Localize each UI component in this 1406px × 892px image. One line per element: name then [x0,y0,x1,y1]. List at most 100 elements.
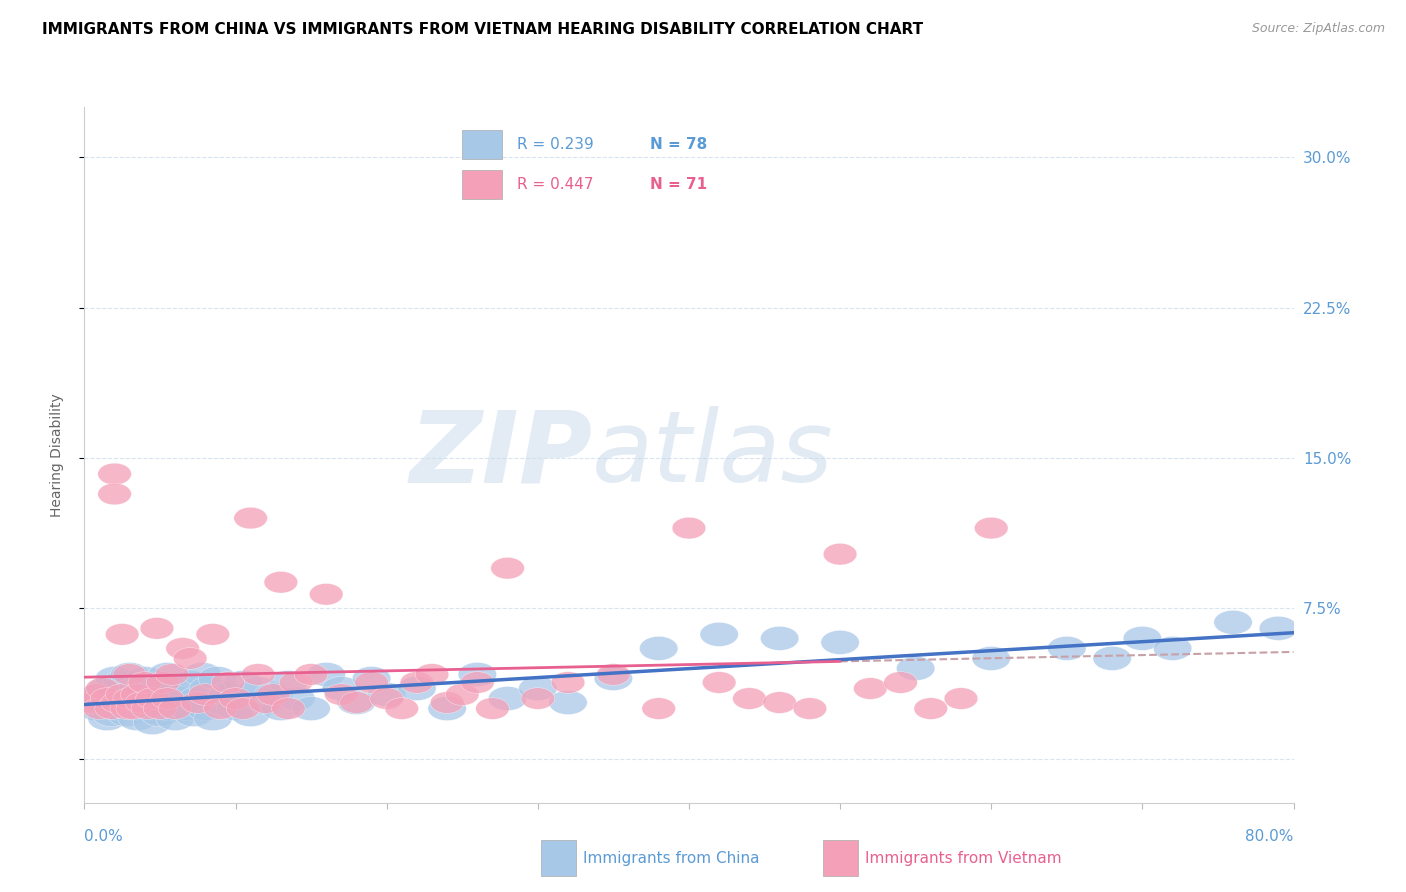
Ellipse shape [226,698,260,719]
Ellipse shape [143,698,177,719]
Ellipse shape [398,676,436,700]
Text: Source: ZipAtlas.com: Source: ZipAtlas.com [1251,22,1385,36]
Ellipse shape [103,671,142,695]
Ellipse shape [884,672,917,693]
Ellipse shape [87,676,127,700]
Ellipse shape [672,517,706,539]
Ellipse shape [945,688,977,709]
Ellipse shape [86,678,120,699]
Ellipse shape [155,664,188,685]
Ellipse shape [793,698,827,719]
Ellipse shape [128,672,162,693]
Text: ZIP: ZIP [409,407,592,503]
Ellipse shape [146,672,180,693]
Ellipse shape [135,688,169,709]
Ellipse shape [122,690,162,714]
Ellipse shape [148,697,187,721]
Ellipse shape [224,671,263,695]
Text: Immigrants from Vietnam: Immigrants from Vietnam [865,851,1062,865]
Ellipse shape [458,663,496,687]
Text: atlas: atlas [592,407,834,503]
Ellipse shape [640,636,678,660]
Ellipse shape [972,647,1011,671]
Ellipse shape [217,697,254,721]
Ellipse shape [98,483,131,505]
Ellipse shape [262,697,299,721]
Ellipse shape [94,698,128,719]
Ellipse shape [280,672,312,693]
Ellipse shape [186,697,225,721]
Ellipse shape [1260,616,1298,640]
Ellipse shape [80,684,114,706]
Ellipse shape [77,697,115,721]
Text: 0.0%: 0.0% [84,829,124,844]
Ellipse shape [87,706,127,731]
Ellipse shape [353,666,391,690]
Ellipse shape [1153,636,1192,660]
Ellipse shape [138,687,176,711]
Ellipse shape [112,688,146,709]
Ellipse shape [114,697,152,721]
Ellipse shape [548,690,588,714]
Ellipse shape [198,666,236,690]
Ellipse shape [430,692,464,714]
Ellipse shape [522,688,554,709]
Ellipse shape [153,690,191,714]
Ellipse shape [188,676,228,700]
Ellipse shape [183,663,222,687]
Ellipse shape [194,706,232,731]
Ellipse shape [974,517,1008,539]
Ellipse shape [446,684,479,706]
Ellipse shape [821,631,859,655]
Text: 80.0%: 80.0% [1246,829,1294,844]
Ellipse shape [156,706,194,731]
Text: IMMIGRANTS FROM CHINA VS IMMIGRANTS FROM VIETNAM HEARING DISABILITY CORRELATION : IMMIGRANTS FROM CHINA VS IMMIGRANTS FROM… [42,22,924,37]
Ellipse shape [269,671,308,695]
Ellipse shape [148,663,187,687]
Ellipse shape [128,697,167,721]
Ellipse shape [159,698,191,719]
Ellipse shape [307,663,346,687]
Ellipse shape [115,698,149,719]
Ellipse shape [551,672,585,693]
Ellipse shape [159,676,197,700]
Ellipse shape [488,687,527,711]
Ellipse shape [118,676,156,700]
Ellipse shape [309,583,343,605]
Ellipse shape [232,703,270,727]
Ellipse shape [211,672,245,693]
Ellipse shape [201,690,239,714]
Ellipse shape [853,678,887,699]
Ellipse shape [415,664,449,685]
Ellipse shape [125,692,159,714]
Ellipse shape [134,711,172,735]
Ellipse shape [733,688,766,709]
Ellipse shape [761,626,799,650]
Ellipse shape [141,703,179,727]
Ellipse shape [105,624,139,645]
Ellipse shape [427,697,467,721]
Ellipse shape [914,698,948,719]
Ellipse shape [643,698,675,719]
Ellipse shape [254,682,292,706]
Ellipse shape [596,664,630,685]
Ellipse shape [385,698,419,719]
Ellipse shape [322,676,360,700]
Ellipse shape [239,676,277,700]
Ellipse shape [125,682,165,706]
Ellipse shape [141,671,179,695]
Ellipse shape [461,672,494,693]
Ellipse shape [172,671,209,695]
Ellipse shape [242,664,276,685]
Ellipse shape [897,657,935,681]
Ellipse shape [131,698,165,719]
Ellipse shape [340,692,373,714]
Ellipse shape [167,697,207,721]
Ellipse shape [401,672,433,693]
Ellipse shape [166,638,200,659]
Ellipse shape [277,687,315,711]
Ellipse shape [1123,626,1161,650]
Ellipse shape [325,684,359,706]
Ellipse shape [1047,636,1085,660]
Ellipse shape [118,706,156,731]
